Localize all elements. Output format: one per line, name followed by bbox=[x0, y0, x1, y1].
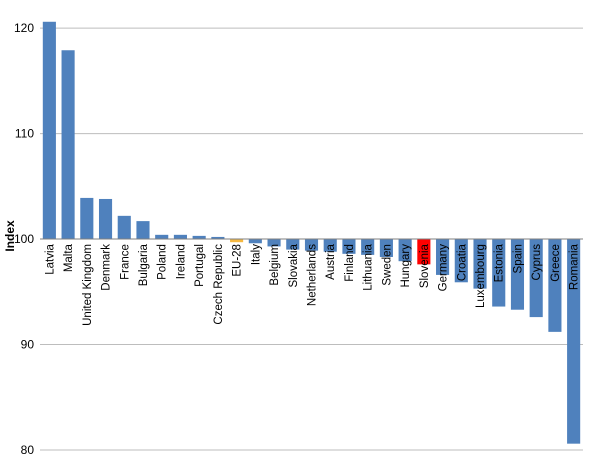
bars bbox=[42, 21, 581, 444]
y-axis-ticks: 80 90 100 110 120 bbox=[14, 21, 34, 457]
category-label: Netherlands bbox=[307, 244, 319, 306]
category-label: Germany bbox=[438, 244, 450, 292]
category-label: Croatia bbox=[456, 243, 468, 281]
category-label: Finland bbox=[344, 244, 356, 282]
y-tick-label: 100 bbox=[14, 232, 34, 246]
category-label: Sweden bbox=[381, 244, 393, 286]
category-label: Luxembourg bbox=[475, 244, 487, 308]
category-label: Hungary bbox=[400, 244, 412, 288]
bar-slovakia bbox=[286, 239, 300, 250]
category-label: Italy bbox=[250, 244, 262, 265]
bar-portugal bbox=[192, 235, 206, 240]
bar-malta bbox=[61, 50, 75, 240]
bar-cyprus bbox=[529, 239, 543, 318]
category-label: Greece bbox=[550, 244, 562, 282]
category-label: EU-28 bbox=[232, 244, 244, 277]
y-tick-label: 80 bbox=[21, 443, 35, 457]
category-label: France bbox=[119, 244, 131, 280]
category-label: Poland bbox=[157, 244, 169, 280]
bar-denmark bbox=[98, 198, 113, 240]
category-label: Lithuania bbox=[363, 243, 375, 290]
bar-estonia bbox=[492, 239, 506, 307]
bar-belgium bbox=[267, 239, 281, 247]
category-label: Slovakia bbox=[288, 243, 300, 287]
bar-hungary bbox=[398, 239, 412, 262]
bar-united-kingdom bbox=[80, 197, 94, 240]
category-label: Ireland bbox=[175, 244, 187, 279]
y-tick-label: 110 bbox=[15, 127, 34, 141]
category-labels: Latvia Malta United Kingdom Denmark France Bu… bbox=[44, 243, 580, 325]
category-label: Latvia bbox=[44, 243, 56, 274]
category-label: Cyprus bbox=[531, 244, 543, 281]
category-label: Spain bbox=[512, 244, 524, 273]
bar-austria bbox=[323, 239, 337, 252]
bar-luxembourg bbox=[473, 239, 487, 289]
y-axis-title: Index bbox=[3, 220, 17, 252]
bar-bulgaria bbox=[136, 221, 150, 240]
category-label: Romania bbox=[569, 243, 581, 290]
category-label: Czech Republic bbox=[213, 244, 225, 325]
bar-eu-28 bbox=[230, 239, 244, 243]
bar-ireland bbox=[173, 234, 187, 240]
bar-latvia bbox=[42, 21, 56, 240]
category-label: United Kingdom bbox=[82, 244, 94, 326]
category-label: Belgium bbox=[269, 244, 281, 286]
bar-slovenia bbox=[417, 239, 431, 265]
bar-sweden bbox=[379, 239, 393, 257]
bar-greece bbox=[548, 239, 562, 332]
bar-lithuania bbox=[361, 239, 375, 255]
category-label: Austria bbox=[325, 243, 337, 279]
category-label: Malta bbox=[63, 243, 75, 272]
bar-france bbox=[117, 215, 131, 240]
bar-italy bbox=[248, 239, 262, 244]
bar-croatia bbox=[454, 239, 468, 283]
category-label: Estonia bbox=[494, 243, 506, 282]
bar-czech-republic bbox=[211, 236, 225, 240]
y-tick-label: 90 bbox=[21, 338, 35, 352]
category-label: Slovenia bbox=[419, 243, 431, 288]
bar-poland bbox=[155, 234, 169, 240]
bar-spain bbox=[510, 239, 525, 310]
category-label: Bulgaria bbox=[138, 243, 150, 286]
bar-finland bbox=[342, 239, 356, 254]
category-label: Denmark bbox=[101, 244, 113, 291]
category-label: Portugal bbox=[194, 244, 206, 287]
bar-romania bbox=[567, 239, 581, 444]
y-tick-label: 120 bbox=[14, 21, 34, 35]
bar-germany bbox=[436, 239, 450, 275]
bar-netherlands bbox=[304, 239, 319, 251]
